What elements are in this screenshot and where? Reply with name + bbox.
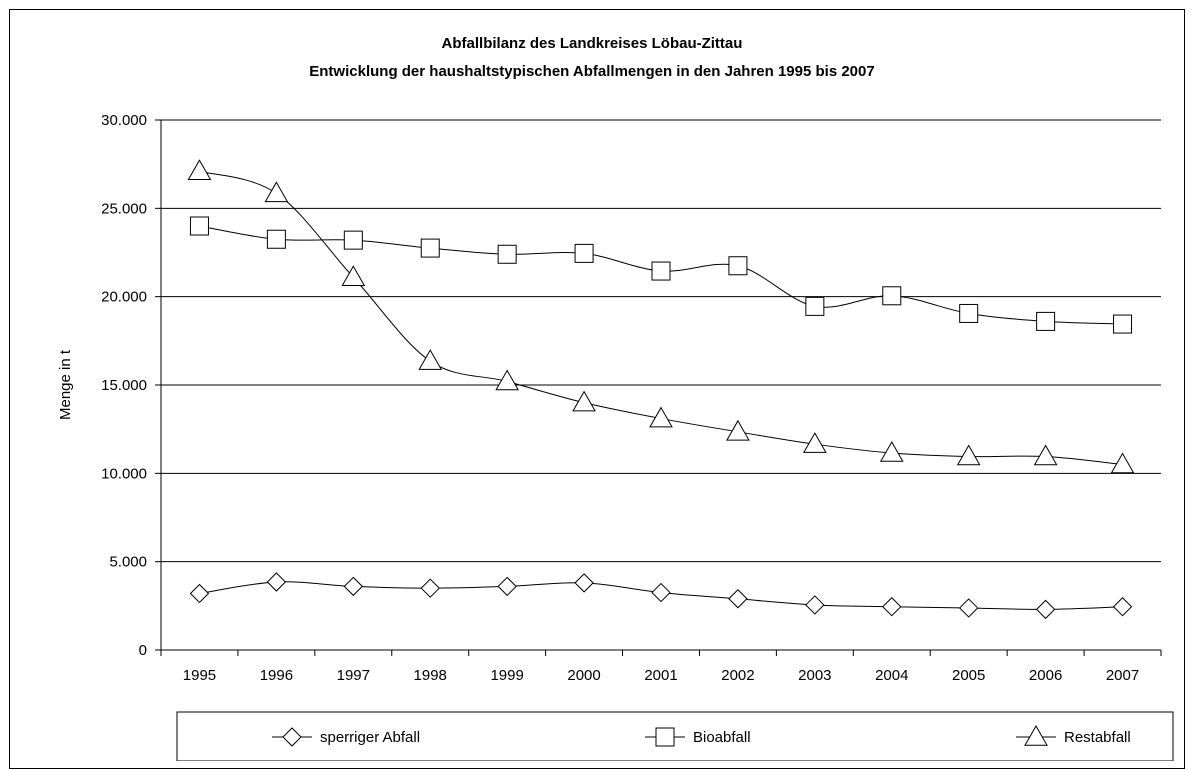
data-point (802, 432, 827, 453)
data-point (187, 159, 212, 180)
chart-title: Abfallbilanz des Landkreises Löbau-Zitta… (442, 35, 743, 52)
data-point (1033, 444, 1058, 466)
data-point (189, 583, 210, 604)
x-tick-label: 2003 (798, 667, 831, 684)
data-point (420, 578, 440, 598)
data-point (264, 181, 289, 203)
data-point (574, 243, 594, 263)
legend-marker (282, 727, 302, 747)
x-tick-label: 2005 (952, 667, 985, 684)
y-tick-label: 20.000 (101, 289, 147, 306)
y-tick-label: 30.000 (101, 112, 147, 129)
data-point (728, 589, 748, 609)
y-tick-label: 15.000 (101, 377, 147, 394)
y-tick-label: 25.000 (101, 200, 147, 217)
data-point (651, 582, 671, 603)
data-point (341, 265, 366, 286)
y-tick-label: 5.000 (109, 554, 147, 571)
data-point (805, 296, 825, 316)
y-axis-label: Menge in t (57, 349, 74, 420)
data-point (651, 261, 671, 281)
axis-layer: 0 5.000 10.000 15.000 20.000 25.000 30.000 1995… (101, 112, 1162, 684)
data-point (572, 390, 596, 412)
data-point (189, 216, 209, 236)
x-tick-label: 2006 (1029, 667, 1062, 684)
data-point (805, 595, 825, 615)
data-point (266, 572, 287, 592)
data-point (343, 230, 363, 250)
y-tick-label: 0 (139, 642, 147, 659)
data-point (1035, 599, 1056, 620)
legend-label: sperriger Abfall (320, 729, 420, 746)
x-tick-label: 1996 (260, 667, 293, 684)
x-tick-label: 2001 (644, 667, 677, 684)
x-tick-label: 2000 (567, 667, 600, 684)
data-point (574, 573, 594, 593)
x-tick-label: 1997 (337, 667, 370, 684)
x-tick-label: 1998 (414, 667, 447, 684)
data-point (958, 598, 979, 618)
data-point (497, 576, 517, 597)
chart-subtitle: Entwicklung der haushaltstypischen Abfal… (309, 63, 874, 80)
legend-label: Bioabfall (693, 729, 751, 746)
data-point (343, 576, 364, 597)
legend-marker (655, 727, 675, 747)
x-tick-label: 2002 (721, 667, 754, 684)
data-point (1113, 314, 1133, 334)
data-point (879, 441, 904, 462)
data-point (959, 303, 979, 323)
grid-layer (161, 119, 1161, 563)
data-point (956, 444, 981, 466)
data-point (266, 229, 286, 249)
x-tick-label: 1995 (183, 667, 216, 684)
data-point (649, 406, 673, 428)
data-point (1036, 311, 1056, 331)
data-point (726, 419, 750, 441)
data-point (728, 256, 748, 276)
data-point (418, 349, 443, 370)
data-point (497, 244, 517, 264)
y-tick-label: 10.000 (101, 465, 147, 482)
x-tick-label: 2007 (1106, 667, 1139, 684)
x-tick-label: 2004 (875, 667, 908, 684)
data-point (1110, 452, 1135, 474)
legend: sperriger Abfall Bioabfall Restabfall (272, 724, 1131, 747)
data-point (1112, 597, 1133, 617)
data-point (420, 238, 440, 258)
data-point (882, 597, 902, 617)
x-tick-label: 1999 (490, 667, 523, 684)
data-point (882, 286, 902, 306)
data-point (495, 369, 520, 391)
legend-marker (1024, 724, 1048, 746)
series-layer (187, 159, 1135, 620)
legend-label: Restabfall (1064, 729, 1131, 746)
